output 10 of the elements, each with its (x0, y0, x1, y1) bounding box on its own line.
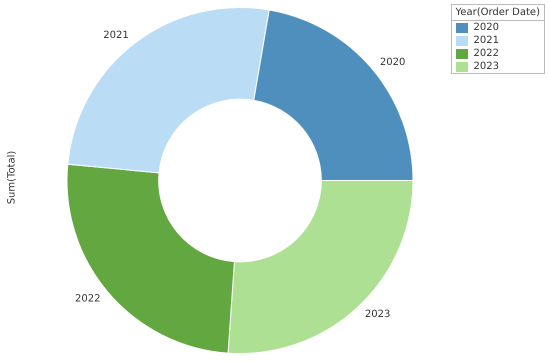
slice-label: 2020 (380, 57, 406, 68)
slice-label: 2023 (364, 308, 390, 320)
legend-label: 2023 (474, 61, 499, 72)
legend-label: 2022 (474, 48, 499, 59)
legend-label: 2021 (474, 35, 499, 46)
slice-label: 2021 (103, 30, 129, 41)
slice-label: 2022 (75, 294, 100, 305)
legend-title: Year(Order Date) (452, 5, 544, 21)
text: Sum(Total) (6, 150, 18, 206)
legend-label: 2020 (474, 22, 499, 33)
